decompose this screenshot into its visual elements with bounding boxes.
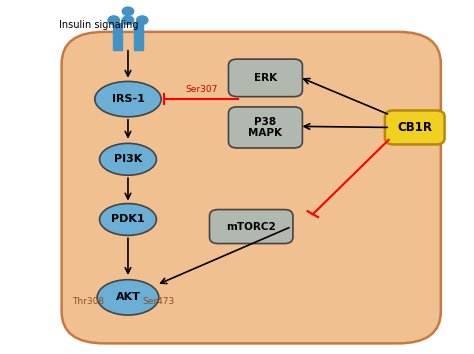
Text: PDK1: PDK1 — [111, 215, 145, 224]
FancyBboxPatch shape — [228, 59, 302, 97]
Circle shape — [122, 7, 134, 16]
Ellipse shape — [95, 81, 161, 117]
Text: CB1R: CB1R — [397, 121, 432, 134]
Circle shape — [108, 16, 119, 24]
Text: PI3K: PI3K — [114, 154, 142, 164]
Text: P38
MAPK: P38 MAPK — [248, 116, 283, 138]
Text: AKT: AKT — [116, 292, 140, 302]
Ellipse shape — [100, 143, 156, 175]
Text: IRS-1: IRS-1 — [111, 94, 145, 104]
Bar — [134, 23, 143, 50]
Text: mTORC2: mTORC2 — [227, 222, 276, 232]
FancyBboxPatch shape — [210, 210, 293, 244]
Text: Insulin signaling: Insulin signaling — [59, 20, 139, 30]
FancyBboxPatch shape — [62, 32, 441, 343]
Text: ERK: ERK — [254, 73, 277, 83]
Text: Ser473: Ser473 — [143, 297, 175, 306]
FancyBboxPatch shape — [385, 110, 445, 144]
Text: Ser307: Ser307 — [185, 85, 218, 94]
Circle shape — [137, 16, 148, 24]
Circle shape — [122, 16, 134, 24]
Text: Thr308: Thr308 — [72, 297, 104, 306]
Ellipse shape — [97, 280, 159, 315]
Bar — [113, 23, 122, 50]
Ellipse shape — [100, 204, 156, 235]
FancyBboxPatch shape — [228, 107, 302, 148]
